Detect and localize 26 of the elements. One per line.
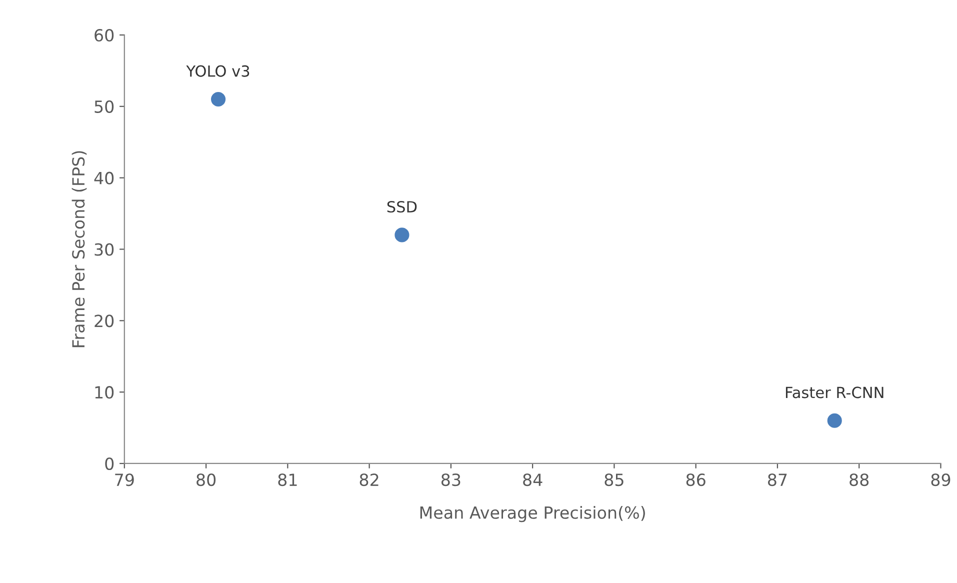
annotation: Faster R-CNN	[786, 386, 884, 398]
x-tick-label: 87	[768, 474, 787, 486]
annotation: SSD	[387, 200, 417, 213]
y-tick-label: 10	[95, 386, 114, 399]
x-axis-title: Mean Average Precision(%)	[420, 506, 645, 522]
y-tick-label: 40	[94, 172, 114, 184]
y-tick-label: 30	[94, 243, 114, 256]
point	[394, 228, 410, 242]
y-tick-label: 50	[94, 100, 114, 113]
y-tick-label: 0	[105, 457, 114, 470]
x-tick-label: 81	[278, 474, 297, 486]
y-tick-label: 20	[94, 314, 114, 328]
x-tick-label: 84	[523, 474, 542, 486]
x-tick-label: 85	[604, 474, 624, 486]
x-tick-label: 89	[931, 474, 950, 486]
x-tick-label: 82	[360, 474, 378, 486]
y-axis-title: Frame Per Second (FPS)	[72, 151, 87, 348]
x-tick-label: 86	[686, 474, 706, 486]
y-tick-label: 60	[94, 28, 114, 42]
x-tick-label: 80	[196, 474, 216, 486]
point	[211, 92, 226, 107]
x-tick-label: 88	[850, 474, 869, 486]
x-tick-label: 79	[115, 474, 134, 486]
point	[827, 413, 842, 428]
x-tick-label: 83	[441, 474, 460, 486]
annotation: YOLO v3	[186, 65, 250, 77]
